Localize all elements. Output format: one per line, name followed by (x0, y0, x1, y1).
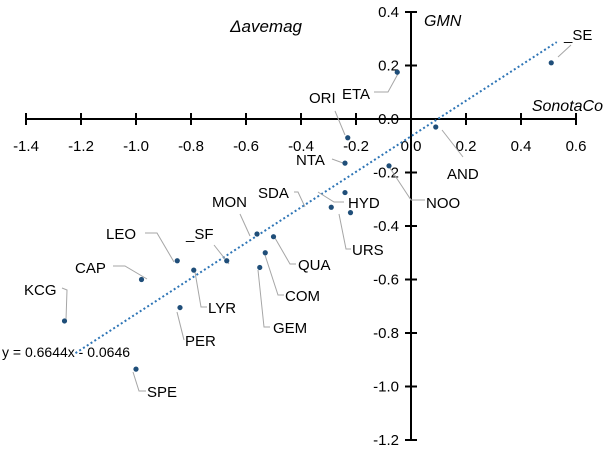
axes: -1.4 -1.2 -1.0 -0.8 -0.6 -0.4 -0.2 0.0 0.2 0.4 0.6… (13, 4, 586, 449)
leader-line (257, 269, 270, 328)
point-labels: _SE ETA ORI AND NTA NOO HYD SDA URS MON QUA _SF COM G… (24, 27, 592, 401)
y-tick-label: 0.2 (378, 58, 399, 75)
point-label: HYD (348, 195, 380, 212)
point-label: LEO (106, 226, 136, 243)
y-tick-label: -0.2 (373, 165, 399, 182)
x-tick-label: -0.8 (178, 138, 204, 155)
leader-line (61, 287, 68, 321)
x-tick-label: 0.0 (401, 138, 422, 155)
trendline (74, 41, 558, 354)
leader-line (334, 110, 346, 136)
leader-line (194, 271, 207, 308)
point-label: COM (285, 288, 320, 305)
point-label: _SF (185, 226, 214, 243)
x-tick-label: 0.4 (511, 138, 532, 155)
data-point-eta (394, 69, 400, 75)
x-tick-label: -0.4 (288, 138, 314, 155)
leader-line (132, 371, 146, 392)
x-tick-label: 0.6 (566, 138, 587, 155)
point-label: KCG (24, 282, 57, 299)
data-point-com (262, 250, 268, 256)
x-axis-title: SonotaCo (532, 98, 603, 115)
leader-line (338, 213, 351, 250)
data-point-se (548, 60, 554, 66)
point-label: PER (185, 333, 216, 350)
y-tick-label: 0.4 (378, 4, 399, 21)
point-label: GEM (273, 320, 307, 337)
chart-title: Δavemag (229, 17, 302, 36)
point-label: AND (447, 166, 479, 183)
point-label: URS (352, 242, 384, 259)
data-point-ori (345, 135, 351, 141)
data-points (61, 60, 554, 372)
leader-line (274, 237, 296, 265)
data-point-leo (174, 258, 180, 264)
point-label: SPE (147, 384, 177, 401)
y-tick-label: -0.8 (373, 325, 399, 342)
point-label: CAP (75, 260, 106, 277)
leader-line (441, 129, 464, 158)
leader-line (317, 191, 344, 203)
data-point-qua (270, 234, 277, 240)
point-label: MON (212, 194, 247, 211)
data-point-noo (386, 163, 392, 169)
y-tick-label: -1.0 (373, 379, 399, 396)
leader-line (264, 254, 284, 296)
leader-line (113, 265, 148, 280)
data-point-cap (138, 276, 145, 283)
data-point-kcg (61, 318, 68, 324)
data-point-spe (133, 366, 139, 372)
data-point-per (177, 304, 183, 311)
y-tick-label: -0.4 (373, 218, 399, 235)
data-point-nta (342, 160, 348, 166)
leader-line (239, 213, 251, 237)
trendline-equation: y = 0.6644x - 0.0646 (2, 344, 130, 360)
y-tick-label: 0.0 (378, 111, 399, 128)
point-label: SDA (258, 185, 289, 202)
point-label: LYR (208, 300, 236, 317)
point-label: _SE (563, 27, 592, 44)
point-label: NOO (426, 195, 460, 212)
trendline-path (74, 41, 558, 354)
point-label: NTA (296, 152, 325, 169)
x-tick-label: 0.2 (456, 138, 477, 155)
x-tick-label: -1.2 (68, 138, 94, 155)
y-tick-label: -0.6 (373, 272, 399, 289)
leader-line (176, 311, 185, 341)
leader-line (145, 232, 175, 263)
leader-line (557, 44, 572, 58)
leader-line (387, 164, 425, 201)
data-point-lyr (191, 267, 197, 273)
x-tick-label: -1.0 (123, 138, 149, 155)
data-point-and (433, 124, 439, 130)
point-label: QUA (298, 257, 331, 274)
data-point-gem (257, 264, 263, 271)
point-label: ORI (309, 90, 336, 107)
x-tick-label: -1.4 (13, 138, 39, 155)
data-point-sf (224, 258, 230, 264)
data-point-urs (347, 210, 354, 216)
y-axis-title: GMN (424, 13, 462, 30)
x-tick-label: -0.6 (233, 138, 259, 155)
point-label: ETA (342, 86, 370, 103)
leader-line (331, 158, 344, 164)
leader-line (294, 191, 306, 208)
data-point-mon (254, 231, 260, 237)
data-point-hyd (342, 189, 348, 196)
leader-line (374, 71, 400, 93)
data-point-sda (328, 204, 334, 210)
label-leaders (61, 44, 572, 392)
y-tick-label: -1.2 (373, 432, 399, 449)
x-tick-label: -0.2 (343, 138, 369, 155)
